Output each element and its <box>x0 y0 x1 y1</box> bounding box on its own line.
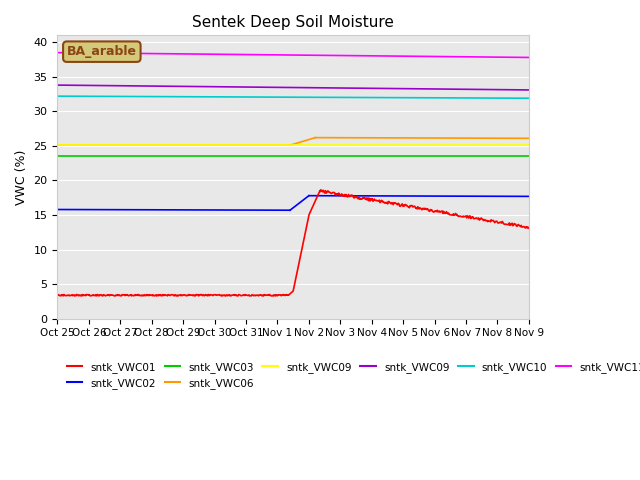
Title: Sentek Deep Soil Moisture: Sentek Deep Soil Moisture <box>192 15 394 30</box>
Text: BA_arable: BA_arable <box>67 45 137 58</box>
Y-axis label: VWC (%): VWC (%) <box>15 149 28 204</box>
Legend: sntk_VWC01, sntk_VWC02, sntk_VWC03, sntk_VWC06, sntk_VWC09, sntk_VWC09, sntk_VWC: sntk_VWC01, sntk_VWC02, sntk_VWC03, sntk… <box>63 358 640 393</box>
